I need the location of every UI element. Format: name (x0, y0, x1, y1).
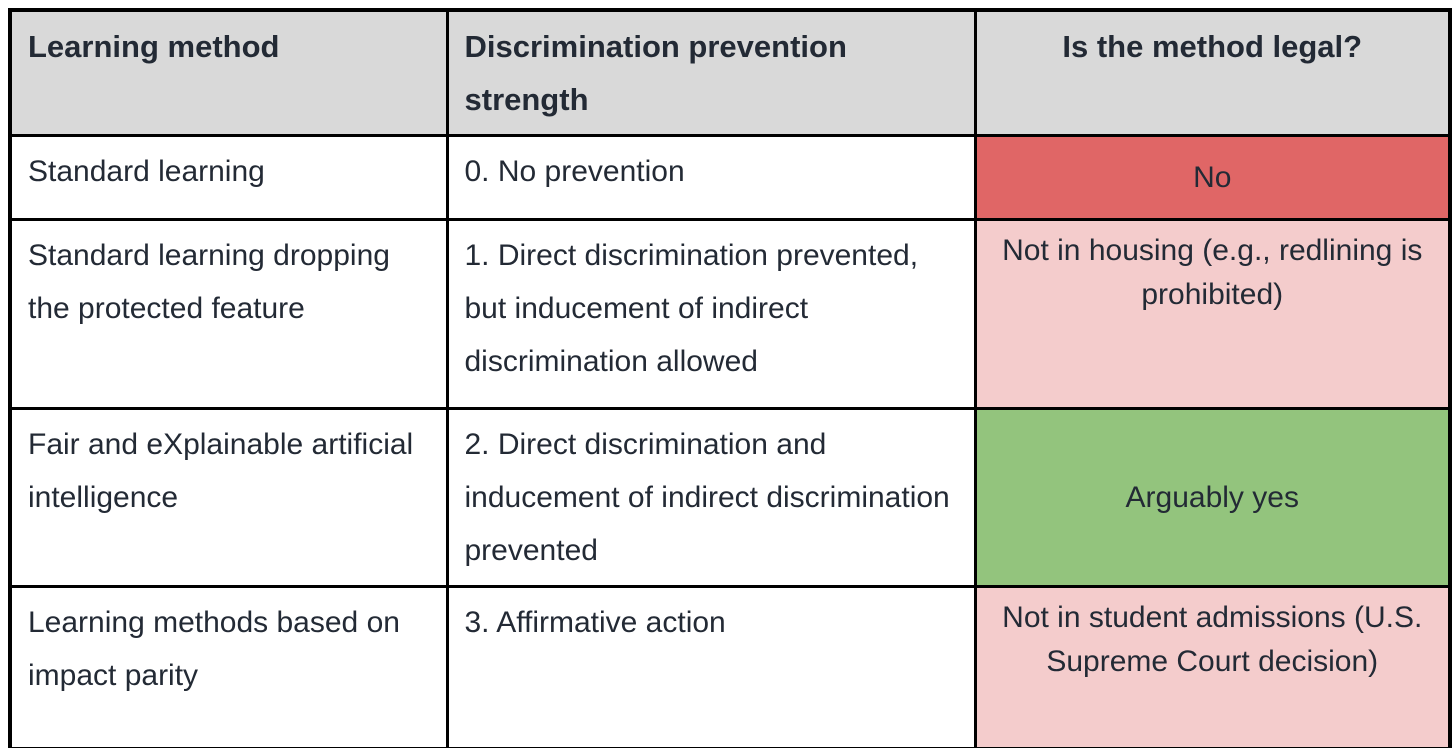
cell-prevention-strength: 1. Direct discrimination prevented, but … (445, 218, 977, 410)
cell-legality-status: Not in student admissions (U.S. Supreme … (973, 585, 1452, 748)
cell-legality-status: Arguably yes (973, 407, 1452, 588)
header-cell-prevention-strength: Discrimination prevention strength (445, 8, 977, 137)
cell-learning-method: Fair and eXplainable artificial intellig… (8, 407, 449, 588)
table-row: Fair and eXplainable artificial intellig… (8, 407, 1452, 588)
cell-learning-method: Standard learning dropping the protected… (8, 218, 449, 410)
table-row: Learning methods based on impact parity … (8, 585, 1452, 748)
cell-learning-method: Standard learning (8, 134, 449, 221)
header-row: Learning method Discrimination preventio… (8, 8, 1452, 137)
cell-legality-status: No (973, 134, 1452, 221)
cell-prevention-strength: 3. Affirmative action (445, 585, 977, 748)
table-row: Standard learning 0. No prevention No (8, 134, 1452, 221)
comparison-table: Learning method Discrimination preventio… (8, 8, 1452, 748)
cell-legality-status: Not in housing (e.g., redlining is prohi… (973, 218, 1452, 410)
header-cell-legality: Is the method legal? (973, 8, 1452, 137)
header-cell-learning-method: Learning method (8, 8, 449, 137)
table-row: Standard learning dropping the protected… (8, 218, 1452, 410)
cell-prevention-strength: 2. Direct discrimination and inducement … (445, 407, 977, 588)
cell-learning-method: Learning methods based on impact parity (8, 585, 449, 748)
cell-prevention-strength: 0. No prevention (445, 134, 977, 221)
